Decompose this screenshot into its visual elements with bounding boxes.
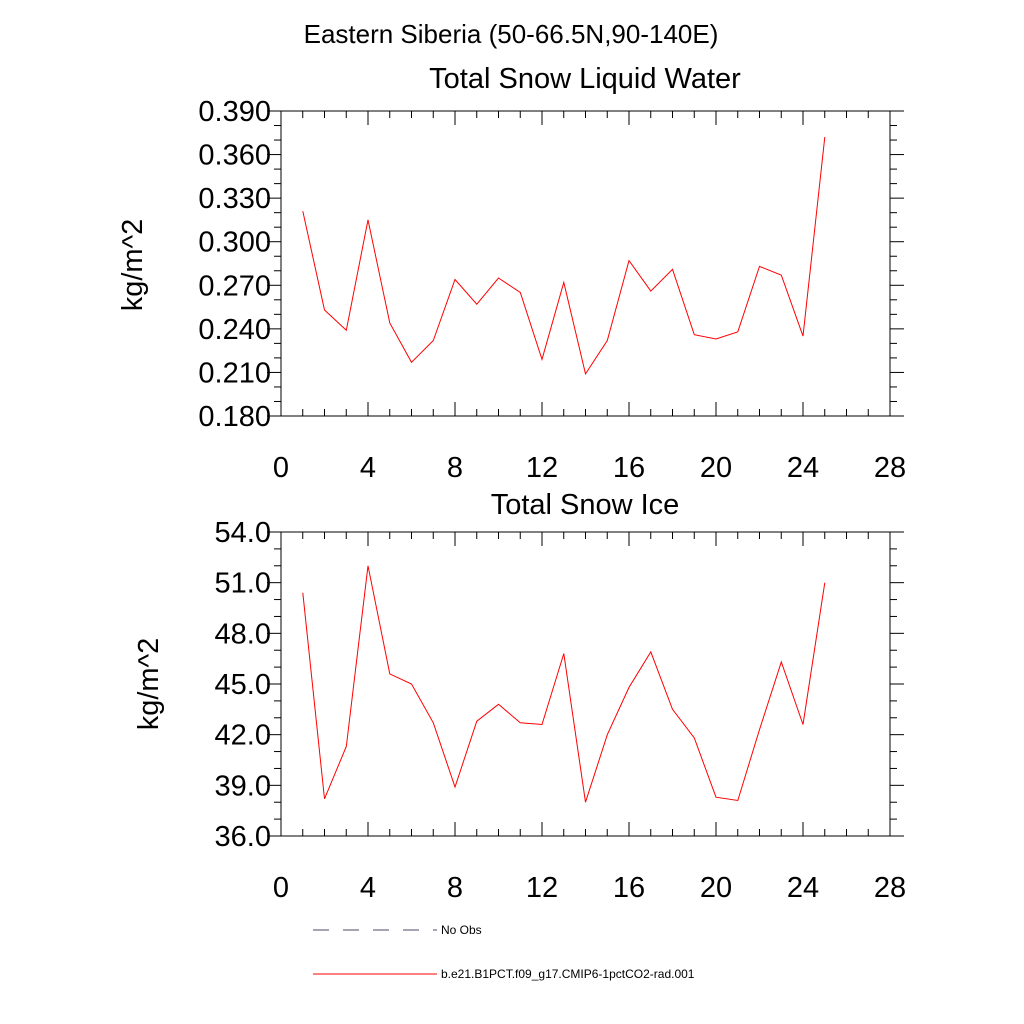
liquid-water-x-tick-label: 0: [273, 452, 289, 484]
snow-ice-y-tick-label: 39.0: [215, 770, 271, 802]
liquid-water-x-tick-label: 24: [787, 452, 819, 484]
snow-ice-x-tick-label: 8: [447, 872, 463, 904]
snow-ice-y-tick-label: 36.0: [215, 821, 271, 853]
liquid-water-x-tick-label: 4: [360, 452, 376, 484]
liquid-water-y-tick-label: 0.240: [198, 314, 271, 346]
liquid-water-plot-frame: [280, 110, 891, 417]
liquid-water-series-line-0: [302, 137, 826, 376]
snow-ice-y-tick-label: 45.0: [215, 669, 271, 701]
liquid-water-y-tick-label: 0.300: [198, 227, 271, 259]
liquid-water-y-tick-label: 0.210: [198, 357, 271, 389]
snow-ice-x-tick-label: 4: [360, 872, 376, 904]
panel-snow-ice-ylabel: kg/m^2: [133, 638, 165, 731]
liquid-water-y-tick-label: 0.330: [198, 183, 271, 215]
legend: No Obs b.e21.B1PCT.f09_g17.CMIP6-1pctCO2…: [313, 923, 695, 981]
snow-ice-x-tick-label: 20: [700, 872, 732, 904]
snow-ice-x-tick-label: 28: [874, 872, 906, 904]
liquid-water-x-tick-label: 8: [447, 452, 463, 484]
liquid-water-x-tick-label: 20: [700, 452, 732, 484]
liquid-water-x-tick-label: 12: [526, 452, 558, 484]
panel-liquid-water-ylabel: kg/m^2: [117, 219, 149, 312]
panel-snow-ice: Total Snow Ice kg/m^2 0 4 8 12 16 20 24 28 36.0 3…: [133, 489, 906, 904]
panel-snow-ice-title: Total Snow Ice: [491, 489, 680, 521]
legend-model-label: b.e21.B1PCT.f09_g17.CMIP6-1pctCO2-rad.00…: [441, 967, 695, 981]
snow-ice-x-tick-label: 0: [273, 872, 289, 904]
liquid-water-x-tick-label: 16: [613, 452, 645, 484]
snow-ice-y-tick-label: 51.0: [215, 568, 271, 600]
legend-no-obs-label: No Obs: [441, 923, 482, 937]
snow-ice-x-tick-label: 16: [613, 872, 645, 904]
panel-liquid-water-title: Total Snow Liquid Water: [429, 63, 741, 95]
snow-ice-plot-frame: [280, 531, 891, 837]
snow-ice-x-tick-label: 12: [526, 872, 558, 904]
liquid-water-y-tick-label: 0.180: [198, 401, 271, 433]
liquid-water-y-tick-label: 0.360: [198, 140, 271, 172]
liquid-water-y-tick-label: 0.390: [198, 96, 271, 128]
snow-ice-series-line-0: [302, 565, 826, 803]
panel-liquid-water: Total Snow Liquid Water kg/m^2 0 4 8 12 16 20…: [117, 63, 906, 484]
liquid-water-y-tick-label: 0.270: [198, 270, 271, 302]
figure-title: Eastern Siberia (50-66.5N,90-140E): [304, 19, 719, 49]
snow-ice-y-tick-label: 54.0: [215, 517, 271, 549]
snow-ice-y-tick-label: 42.0: [215, 720, 271, 752]
liquid-water-x-tick-label: 28: [874, 452, 906, 484]
snow-ice-x-tick-label: 24: [787, 872, 819, 904]
snow-ice-y-tick-label: 48.0: [215, 618, 271, 650]
